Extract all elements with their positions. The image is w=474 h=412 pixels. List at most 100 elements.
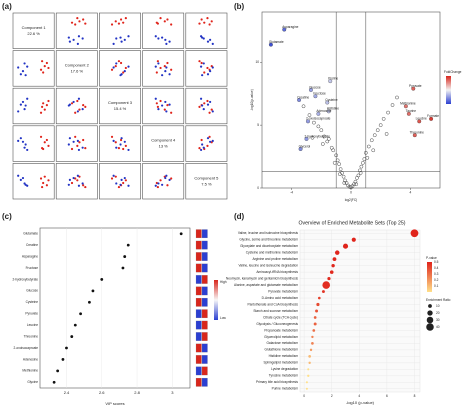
enrichment-point [334, 250, 340, 255]
heat-cell [201, 240, 208, 250]
heat-cell [201, 229, 208, 239]
x-tick-label: 2.8 [134, 390, 140, 395]
cell [142, 125, 185, 162]
sample-point [77, 184, 81, 187]
legend-size [427, 310, 433, 316]
point [341, 174, 346, 179]
heat-cell [195, 240, 202, 250]
sample-point [21, 176, 25, 180]
sample-point [23, 62, 26, 65]
legend-tick: 0.1 [434, 284, 439, 288]
y-tick-label: 2-oxoisocaproate [14, 346, 39, 350]
heat-cell [201, 275, 208, 284]
sample-point [76, 42, 79, 45]
cell [142, 163, 185, 200]
sample-point [206, 103, 210, 106]
sample-point [42, 71, 45, 74]
sample-point [45, 138, 48, 142]
y-tick-label: Glycine [27, 380, 38, 384]
labeled-point [309, 87, 313, 92]
sample-point [110, 177, 114, 180]
component-variance: 15.4 % [114, 106, 127, 111]
sample-point [203, 102, 206, 105]
sample-point [84, 185, 87, 189]
sample-point [210, 108, 213, 111]
sample-point [163, 20, 166, 23]
x-tick-label: 4 [409, 190, 411, 194]
sample-point [26, 148, 29, 152]
sample-point [119, 61, 123, 65]
enrichment-point [309, 348, 313, 352]
sample-point [24, 143, 27, 146]
y-tick-label: Pyruvate metabolism [268, 289, 298, 293]
x-axis-label: -log10 (p-value) [346, 400, 375, 405]
sample-point [119, 183, 122, 186]
enrichment-point [305, 381, 308, 384]
point-label: Proline [328, 76, 338, 80]
y-tick-label: Purine metabolism [272, 387, 299, 391]
colorbar [446, 76, 451, 104]
sample-point [19, 73, 22, 76]
heat-cell [195, 366, 202, 376]
legend-tick: 0.2 [434, 278, 439, 282]
point [369, 138, 374, 143]
x-tick-label: 6 [386, 394, 388, 398]
sample-point [206, 99, 209, 103]
sample-point [72, 140, 75, 143]
point-label: Methionine [400, 102, 416, 106]
sample-point [202, 108, 205, 111]
sample-point [110, 23, 114, 26]
sample-point [82, 103, 85, 107]
sample-point [211, 66, 214, 69]
sample-point [110, 68, 114, 71]
sample-point [42, 102, 45, 105]
point [371, 148, 376, 153]
sample-point [74, 135, 77, 138]
sample-point [200, 138, 203, 142]
sample-point [208, 23, 211, 26]
labeled-point [298, 147, 303, 151]
sample-point [77, 148, 81, 152]
y-tick-label: Glyoxylate and dicarboxylate metabolism [240, 244, 298, 248]
enrichment-point [311, 342, 314, 345]
y-tick-label: Sphingolipid metabolism [263, 361, 298, 365]
sample-point [208, 111, 211, 114]
cell [12, 50, 55, 87]
sample-point [123, 176, 126, 180]
sample-point [45, 61, 48, 65]
sample-point [19, 137, 22, 140]
sample-point [72, 38, 75, 41]
vip-point [179, 232, 183, 236]
component-label: Component 4 [151, 138, 176, 143]
sample-point [72, 176, 75, 180]
heat-cell [195, 229, 202, 239]
heat-cell [201, 355, 208, 364]
sample-point [120, 178, 123, 181]
point [310, 135, 315, 140]
cell [142, 50, 185, 87]
vip-point [73, 323, 77, 327]
sample-point [170, 177, 173, 180]
point-label: Glutamate [269, 40, 284, 44]
point [381, 117, 386, 121]
sample-point [123, 140, 126, 143]
sample-point [164, 100, 167, 104]
sample-point [76, 174, 79, 177]
y-tick-label: Valine, leucine and isoleucine degradati… [239, 263, 299, 267]
x-axis-label: VIP scores [105, 401, 124, 406]
heat-cell [195, 252, 202, 261]
sample-point [68, 178, 71, 181]
sample-point [119, 36, 122, 39]
y-tick-label: Threonine [24, 334, 39, 338]
sample-point [198, 105, 201, 109]
sample-point [165, 42, 168, 45]
labeled-point [325, 100, 330, 105]
enrichment-point [329, 270, 334, 274]
point [332, 161, 337, 165]
sample-point [202, 62, 205, 65]
sample-point [17, 66, 20, 69]
labeled-point [411, 86, 416, 91]
y-tick-label: Histidine metabolism [269, 354, 299, 358]
sample-point [45, 184, 48, 187]
y-tick-label: Propanoate metabolism [264, 328, 298, 332]
